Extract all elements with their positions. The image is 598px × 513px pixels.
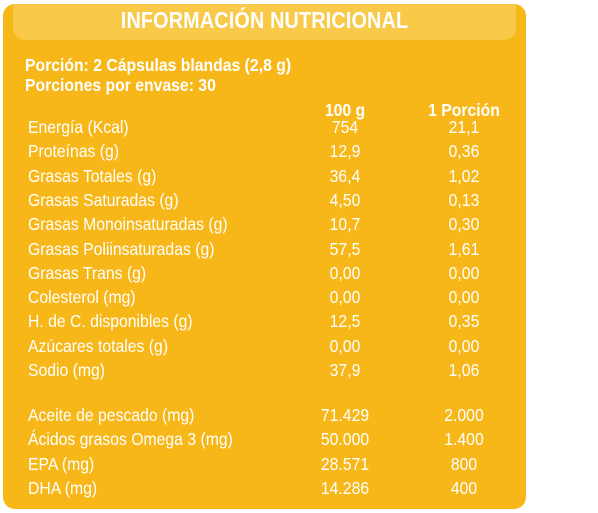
value-per-serving: 0,13: [448, 189, 480, 210]
table-row: Sodio (mg) 37,9 1,06: [3, 360, 526, 384]
value-per-100g: 0,00: [329, 287, 361, 308]
table-row: Proteínas (g) 12,9 0,36: [3, 141, 526, 165]
nutrient-label: Proteínas (g): [28, 141, 120, 162]
table-row: Grasas Saturadas (g) 4,50 0,13: [3, 190, 526, 214]
table-row: Energía (Kcal) 754 21,1: [3, 117, 526, 141]
nutrition-panel: INFORMACIÓN NUTRICIONAL Porción: 2 Cápsu…: [3, 4, 526, 509]
value-per-100g: 37,9: [329, 360, 361, 380]
nutrient-label: Colesterol (mg): [28, 287, 136, 308]
value-per-serving: 1,02: [448, 165, 480, 186]
value-per-100g: 57,5: [329, 238, 361, 259]
column-header-serving: 1 Porción: [428, 100, 500, 120]
table-row: DHA (mg) 14.286 400: [3, 478, 526, 502]
nutrient-label: Grasas Trans (g): [28, 262, 147, 283]
value-per-serving: 1,06: [448, 360, 480, 380]
table-row: Grasas Trans (g) 0,00 0,00: [3, 263, 526, 287]
value-per-100g: 36,4: [329, 165, 361, 186]
nutrient-label: Grasas Monoinsaturadas (g): [28, 214, 228, 235]
table-row: EPA (mg) 28.571 800: [3, 454, 526, 478]
value-per-100g: 12,5: [329, 311, 361, 332]
nutrient-label: Ácidos grasos Omega 3 (mg): [28, 429, 233, 450]
value-per-serving: 2.000: [444, 405, 484, 425]
table-row: Ácidos grasos Omega 3 (mg) 50.000 1.400: [3, 429, 526, 453]
value-per-serving: 1.400: [444, 429, 484, 450]
nutrient-label: Grasas Saturadas (g): [28, 189, 179, 210]
value-per-100g: 0,00: [329, 262, 361, 283]
value-per-100g: 4,50: [329, 189, 361, 210]
table-row: Grasas Poliinsaturadas (g) 57,5 1,61: [3, 239, 526, 263]
nutrient-label: Azúcares totales (g): [28, 335, 169, 356]
table-row: Colesterol (mg) 0,00 0,00: [3, 287, 526, 311]
value-per-100g: 12,9: [329, 141, 361, 162]
value-per-serving: 0,36: [448, 141, 480, 162]
value-per-100g: 10,7: [329, 214, 361, 235]
value-per-serving: 0,00: [448, 335, 480, 356]
table-row: H. de C. disponibles (g) 12,5 0,35: [3, 311, 526, 335]
nutrient-label: Aceite de pescado (mg): [28, 405, 195, 425]
value-per-100g: 0,00: [329, 335, 361, 356]
serving-size: Porción: 2 Cápsulas blandas (2,8 g): [25, 55, 292, 75]
servings-per-container: Porciones por envase: 30: [25, 75, 216, 95]
nutrient-label: Grasas Totales (g): [28, 165, 157, 186]
value-per-100g: 71.429: [320, 405, 370, 425]
panel-title: INFORMACIÓN NUTRICIONAL: [120, 7, 409, 33]
value-per-serving: 0,35: [448, 311, 480, 332]
nutrient-label: EPA (mg): [28, 453, 95, 474]
nutrient-label: H. de C. disponibles (g): [28, 311, 193, 332]
table-row: Grasas Monoinsaturadas (g) 10,7 0,30: [3, 214, 526, 238]
nutrient-label: Energía (Kcal): [28, 117, 129, 137]
value-per-serving: 0,00: [448, 287, 480, 308]
value-per-serving: 1,61: [448, 238, 480, 259]
value-per-serving: 21,1: [448, 117, 480, 137]
table-row: Grasas Totales (g) 36,4 1,02: [3, 166, 526, 190]
value-per-100g: 14.286: [320, 477, 370, 498]
nutrient-label: Sodio (mg): [28, 360, 106, 380]
value-per-serving: 800: [450, 453, 478, 474]
column-header-100g: 100 g: [324, 100, 366, 120]
value-per-serving: 0,30: [448, 214, 480, 235]
title-bar: INFORMACIÓN NUTRICIONAL: [13, 4, 516, 40]
value-per-serving: 400: [450, 477, 478, 498]
value-per-100g: 28.571: [320, 453, 370, 474]
table-row: Azúcares totales (g) 0,00 0,00: [3, 336, 526, 360]
value-per-100g: 754: [331, 117, 359, 137]
nutrient-label: Grasas Poliinsaturadas (g): [28, 238, 215, 259]
value-per-serving: 0,00: [448, 262, 480, 283]
nutrient-label: DHA (mg): [28, 477, 98, 498]
value-per-100g: 50.000: [320, 429, 370, 450]
table-row: Aceite de pescado (mg) 71.429 2.000: [3, 405, 526, 429]
